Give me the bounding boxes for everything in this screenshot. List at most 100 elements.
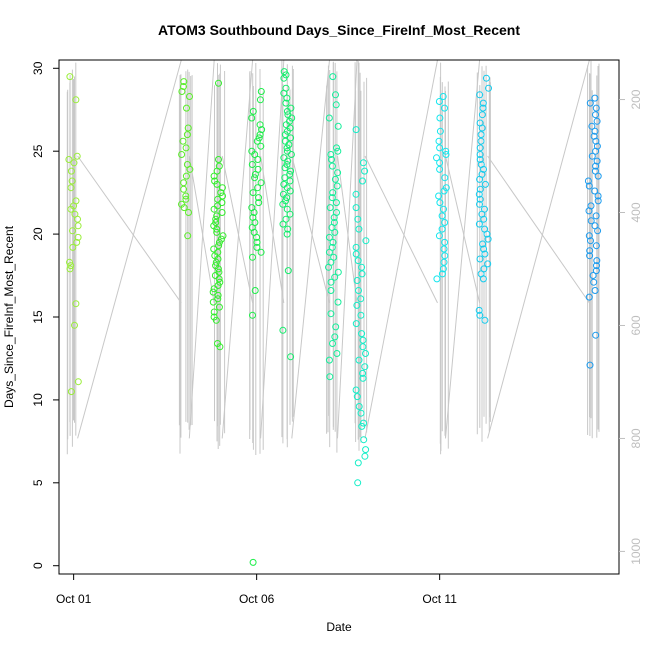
- data-point: [436, 159, 444, 167]
- data-point: [358, 330, 366, 338]
- data-point: [326, 373, 334, 381]
- data-point: [282, 215, 290, 223]
- data-point: [436, 165, 444, 173]
- y-tick-label: 25: [31, 144, 45, 158]
- data-point: [248, 161, 256, 168]
- data-point: [479, 240, 487, 248]
- data-point: [279, 220, 287, 228]
- data-point: [361, 167, 369, 175]
- data-point: [248, 114, 256, 122]
- data-point: [214, 255, 222, 263]
- data-point: [587, 237, 594, 245]
- x-tick-label: Oct 11: [422, 592, 457, 606]
- data-point: [212, 215, 220, 223]
- data-point: [186, 165, 194, 173]
- data-point: [67, 184, 75, 192]
- data-point: [282, 99, 290, 107]
- data-point: [352, 204, 360, 212]
- data-point: [68, 177, 76, 185]
- data-point: [592, 104, 600, 112]
- data-point: [286, 187, 294, 195]
- data-point: [441, 104, 448, 112]
- data-point: [215, 238, 223, 246]
- data-point: [476, 311, 484, 319]
- data-point: [591, 94, 599, 102]
- data-point: [331, 273, 339, 281]
- data-point: [361, 363, 369, 371]
- secondary-lines-layer: [66, 59, 600, 455]
- data-point: [438, 225, 446, 233]
- data-point: [186, 93, 193, 100]
- data-point: [254, 156, 262, 163]
- data-point: [481, 180, 489, 188]
- y-axis-label: Days_Since_FireInf_Most_Recent: [2, 225, 16, 408]
- data-point: [210, 285, 218, 293]
- data-point: [287, 353, 295, 361]
- data-point: [66, 73, 74, 81]
- data-point: [479, 104, 487, 112]
- points-layer: [65, 68, 602, 566]
- data-point: [216, 278, 224, 286]
- data-point: [358, 263, 366, 271]
- secondary-connector: [445, 59, 481, 439]
- data-point: [180, 83, 187, 90]
- data-point: [182, 172, 190, 180]
- data-point: [362, 446, 370, 454]
- data-point: [354, 479, 362, 487]
- data-point: [436, 114, 444, 122]
- x-tick-label: Oct 01: [56, 592, 92, 606]
- data-point: [279, 200, 287, 208]
- secondary-connector: [291, 155, 330, 304]
- data-point: [591, 127, 599, 135]
- data-point: [357, 409, 365, 417]
- data-point: [216, 343, 224, 351]
- data-point: [213, 167, 221, 175]
- data-point: [256, 96, 264, 104]
- secondary-connector: [260, 155, 285, 303]
- data-point: [475, 220, 483, 228]
- data-point: [281, 164, 289, 172]
- data-point: [585, 293, 593, 301]
- data-point: [219, 232, 227, 240]
- data-point: [436, 199, 444, 207]
- secondary-connector: [188, 155, 215, 303]
- data-point: [359, 374, 367, 382]
- data-point: [65, 156, 73, 163]
- data-point: [355, 287, 362, 294]
- data-point: [72, 96, 80, 104]
- data-point: [592, 137, 600, 145]
- data-point: [353, 277, 361, 284]
- data-point: [475, 190, 483, 198]
- data-point: [253, 137, 261, 145]
- data-point: [334, 268, 342, 276]
- data-point: [435, 192, 443, 200]
- data-point: [284, 267, 292, 275]
- data-point: [435, 98, 443, 105]
- data-point: [213, 180, 221, 188]
- data-point: [333, 182, 341, 190]
- data-point: [358, 270, 366, 278]
- data-point: [257, 248, 265, 256]
- data-point: [585, 207, 593, 215]
- data-point: [327, 278, 335, 286]
- data-point: [485, 84, 492, 92]
- data-point: [180, 204, 188, 212]
- data-point: [594, 192, 602, 200]
- data-point: [442, 151, 450, 158]
- data-point: [476, 91, 484, 99]
- y2-tick-label: 800: [629, 428, 643, 448]
- data-point: [179, 137, 187, 145]
- data-point: [213, 225, 221, 233]
- data-point: [286, 170, 294, 178]
- data-point: [436, 144, 444, 152]
- y2-tick-label: 1000: [629, 538, 643, 565]
- data-point: [480, 165, 487, 173]
- data-point: [355, 356, 363, 364]
- y-tick-label: 30: [31, 61, 45, 75]
- data-point: [480, 245, 488, 253]
- data-point: [362, 237, 370, 245]
- data-point: [70, 159, 78, 167]
- data-point: [213, 212, 221, 220]
- data-point: [483, 230, 491, 238]
- data-point: [327, 151, 335, 158]
